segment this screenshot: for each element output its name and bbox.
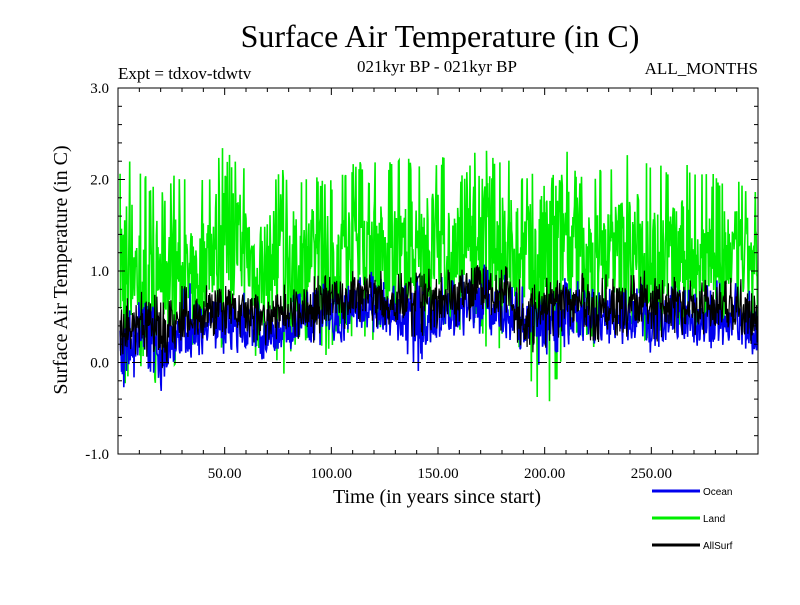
series-layer bbox=[120, 148, 758, 401]
legend-label: AllSurf bbox=[703, 541, 733, 552]
x-tick-label: 150.00 bbox=[417, 466, 458, 482]
months-label: ALL_MONTHS bbox=[645, 59, 758, 78]
y-tick-label: 2.0 bbox=[90, 173, 109, 189]
x-axis-title: Time (in years since start) bbox=[333, 486, 541, 508]
x-tick-label: 50.00 bbox=[208, 466, 242, 482]
chart-title: Surface Air Temperature (in C) bbox=[241, 18, 640, 54]
legend-item-allsurf: AllSurf bbox=[652, 541, 733, 552]
period-label: 021kyr BP - 021kyr BP bbox=[357, 57, 517, 76]
legend-label: Land bbox=[703, 514, 725, 525]
series-trace-land bbox=[120, 148, 757, 401]
legend-item-land: Land bbox=[652, 514, 725, 525]
legend: Ocean Land AllSurf bbox=[652, 487, 733, 552]
legend-item-ocean: Ocean bbox=[652, 487, 732, 498]
y-tick-label: 1.0 bbox=[90, 264, 109, 280]
y-tick-label: 3.0 bbox=[90, 81, 109, 97]
x-tick-label: 100.00 bbox=[311, 466, 352, 482]
legend-label: Ocean bbox=[703, 487, 732, 498]
y-tick-label: -1.0 bbox=[85, 447, 109, 463]
y-axis-title: Surface Air Temperature (in C) bbox=[50, 145, 72, 394]
x-tick-label: 200.00 bbox=[524, 466, 565, 482]
y-tick-label: 0.0 bbox=[90, 356, 109, 372]
series-land bbox=[120, 148, 758, 401]
experiment-label: Expt = tdxov-tdwtv bbox=[118, 64, 252, 83]
x-tick-label: 250.00 bbox=[631, 466, 672, 482]
